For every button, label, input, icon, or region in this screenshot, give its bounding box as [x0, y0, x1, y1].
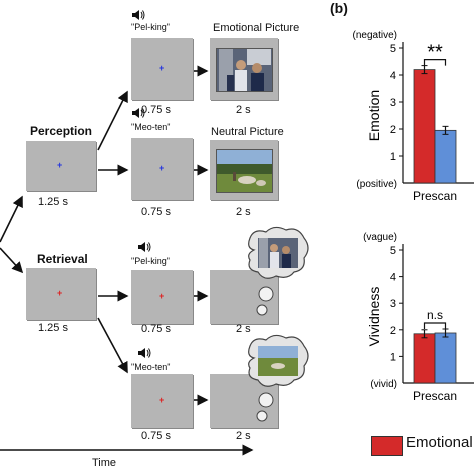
perception-cue-screen: +: [131, 138, 193, 200]
duration-label: 2 s: [236, 104, 251, 116]
speaker-icon: [131, 8, 145, 20]
fixation-cross: +: [57, 160, 63, 170]
emotion-tick-label: 5: [390, 43, 396, 55]
fixation-cross: +: [159, 63, 165, 73]
emotional-picture-title: Emotional Picture: [213, 22, 300, 34]
arrow-perception-up: [97, 90, 128, 151]
arrow-retrieval-down: [97, 317, 128, 374]
neutral-photo: [216, 149, 273, 193]
emotion-ylabel: Emotion: [366, 90, 382, 141]
vividness-tick-label: 2: [390, 325, 396, 337]
thought-bubble-icon: [248, 334, 309, 422]
arrow-to-perception: [0, 195, 23, 243]
retrieval-cue-screen: +: [131, 374, 193, 428]
neutral-picture-screen: [210, 140, 278, 200]
duration-label: 2 s: [236, 323, 251, 335]
duration-label: 0.75 s: [141, 430, 171, 442]
fixation-cross: +: [57, 288, 63, 298]
emotion-tick-label: 1: [390, 151, 396, 163]
speaker-icon: [137, 240, 151, 252]
duration-label: 2 s: [236, 206, 251, 218]
emotional-picture-screen: [210, 38, 278, 100]
perception-fixation-screen: +: [26, 141, 96, 191]
duration-label: 0.75 s: [141, 104, 171, 116]
speaker-icon: [131, 106, 145, 118]
vividness-top-label: (vague): [363, 232, 397, 243]
fixation-cross: +: [159, 395, 165, 405]
retrieval-cue-screen: +: [131, 270, 193, 324]
legend-label-emotional: Emotional: [406, 434, 473, 451]
panel-b-label: (b): [330, 0, 348, 16]
emotion-category-label: Prescan: [413, 189, 457, 203]
cue-word: "Pel-king": [131, 22, 170, 32]
neutral-picture-title: Neutral Picture: [211, 126, 284, 138]
perception-cue-screen: +: [131, 38, 193, 100]
legend-swatch-emotional: [371, 436, 403, 456]
vividness-category-label: Prescan: [413, 389, 457, 403]
emotion-top-label: (negative): [353, 30, 397, 41]
duration-label: 2 s: [236, 430, 251, 442]
retrieval-label: Retrieval: [37, 252, 88, 266]
vividness-tick-label: 4: [390, 272, 396, 284]
emotion-tick-label: 3: [390, 97, 396, 109]
emotion-bottom-label: (positive): [356, 179, 397, 190]
retrieval-fixation-screen: +: [26, 268, 96, 320]
emotion-sig-bracket: [423, 59, 447, 66]
thought-bubble-icon: [248, 226, 309, 316]
duration-label: 1.25 s: [38, 196, 68, 208]
cue-word: "Meo-ten": [131, 122, 171, 132]
duration-label: 0.75 s: [141, 206, 171, 218]
perception-label: Perception: [30, 124, 93, 138]
cue-word: "Meo-ten": [131, 362, 171, 372]
vividness-ylabel: Vividness: [366, 287, 382, 347]
vividness-bar: [434, 332, 457, 384]
vividness-sig-bracket: [423, 322, 447, 329]
vividness-bar: [413, 333, 436, 384]
fixation-cross: +: [159, 163, 165, 173]
vividness-tick-label: 5: [390, 245, 396, 257]
time-axis-label: Time: [92, 457, 117, 469]
emotion-tick-label: 2: [390, 124, 396, 136]
arrow-to-retrieval: [0, 247, 24, 274]
vividness-tick-label: 3: [390, 298, 396, 310]
vividness-sig-label: n.s: [427, 308, 443, 322]
emotion-tick-label: 4: [390, 70, 396, 82]
cue-word: "Pel-king": [131, 256, 170, 266]
duration-label: 1.25 s: [38, 322, 68, 334]
vividness-bottom-label: (vivid): [370, 379, 397, 390]
emotion-sig-label: **: [427, 42, 443, 64]
fixation-cross: +: [159, 291, 165, 301]
duration-label: 0.75 s: [141, 323, 171, 335]
emotional-photo: [216, 48, 273, 92]
vividness-tick-label: 1: [390, 351, 396, 363]
speaker-icon: [137, 346, 151, 358]
